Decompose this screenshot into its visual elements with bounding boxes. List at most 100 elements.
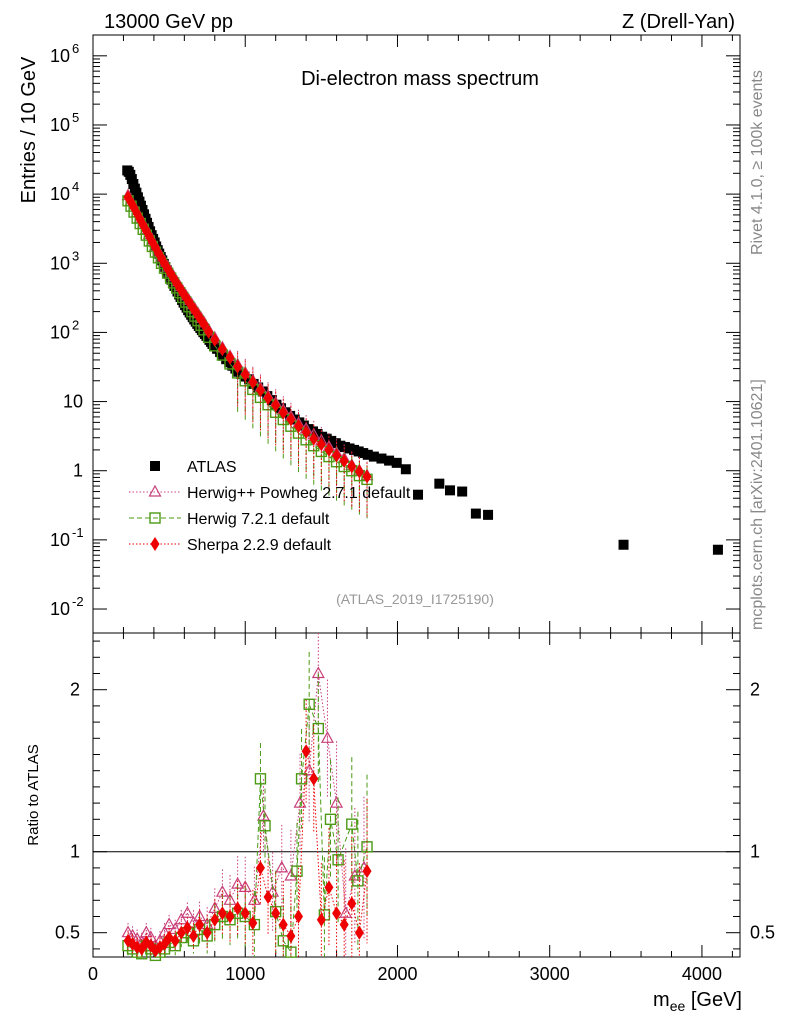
data-point-sherpa xyxy=(301,425,311,440)
data-point-sherpa xyxy=(240,367,250,382)
legend-marker-herwigpp xyxy=(148,484,162,497)
ratio-plot-frame xyxy=(92,632,741,958)
data-point-atlas xyxy=(618,539,629,550)
ratio-point-sherpa xyxy=(347,896,357,911)
series-line-herwigpp xyxy=(127,195,368,477)
ratio-point-herwigpp xyxy=(284,868,298,881)
data-point-sherpa xyxy=(324,442,334,457)
main-plot-title: Di-electron mass spectrum xyxy=(301,68,539,90)
data-point-atlas xyxy=(376,453,387,464)
ratio-point-sherpa xyxy=(255,860,265,875)
ratio-point-sherpa xyxy=(278,917,288,932)
data-point-atlas xyxy=(483,509,494,520)
y-tick-exponent: 2 xyxy=(72,317,79,332)
ratio-point-herwigpp xyxy=(302,763,316,776)
data-point-atlas xyxy=(368,451,379,462)
y-tick-label: 10 xyxy=(63,392,83,412)
ratio-point-sherpa xyxy=(324,880,334,895)
data-point-sherpa xyxy=(294,419,304,434)
ratio-line-herwigpp xyxy=(127,673,365,947)
data-point-atlas xyxy=(384,455,395,466)
y-tick-exponent: -2 xyxy=(72,594,84,609)
x-tick-label: 3000 xyxy=(530,964,570,984)
ratio-point-herwigpp xyxy=(174,912,188,925)
ratio-point-herwig7 xyxy=(277,935,289,947)
ratio-point-sherpa xyxy=(301,744,311,759)
data-point-sherpa xyxy=(286,412,296,427)
y-tick-label: 10 xyxy=(50,253,70,273)
y-tick-label: 10 xyxy=(50,184,70,204)
x-tick-label: 4000 xyxy=(682,964,722,984)
ratio-point-herwig7 xyxy=(295,773,308,785)
data-point-atlas xyxy=(434,478,445,489)
mcplots-label: mcplots.cern.ch [arXiv:2401.10621] xyxy=(749,379,766,630)
ratio-point-sherpa xyxy=(339,917,349,932)
ratio-point-herwigpp xyxy=(320,731,334,743)
ratio-point-herwigpp xyxy=(247,893,261,905)
ratio-y-tick-label: 0.5 xyxy=(55,923,80,943)
ratio-point-sherpa xyxy=(240,906,250,921)
legend-marker-herwig7 xyxy=(149,512,161,524)
legend-label-atlas: ATLAS xyxy=(187,459,237,476)
ratio-point-sherpa xyxy=(316,912,326,927)
ratio-point-sherpa xyxy=(225,909,235,924)
data-point-sherpa xyxy=(354,464,364,479)
ratio-point-herwigpp xyxy=(208,901,222,914)
y-tick-exponent: 4 xyxy=(72,179,79,194)
ratio-y-tick-label: 2 xyxy=(70,680,80,700)
y-tick-label: 10 xyxy=(50,530,70,550)
ratio-point-sherpa xyxy=(271,906,281,921)
x-tick-label: 0 xyxy=(88,964,98,984)
ratio-y-tick-label-right: 2 xyxy=(750,680,760,700)
x-tick-label: 2000 xyxy=(377,964,417,984)
ratio-point-sherpa xyxy=(248,915,258,930)
data-point-sherpa xyxy=(210,332,220,347)
ratio-point-sherpa xyxy=(294,909,304,924)
ratio-point-sherpa xyxy=(176,925,186,940)
data-point-sherpa xyxy=(339,454,349,469)
main-y-axis-label: Entries / 10 GeV xyxy=(18,56,40,203)
legend-label-herwigpp: Herwig++ Powheg 2.7.1 default xyxy=(187,485,411,502)
ratio-point-herwigpp xyxy=(256,808,271,821)
ratio-point-herwigpp xyxy=(275,860,289,873)
ratio-point-sherpa xyxy=(233,901,243,916)
x-axis-label: mee [GeV] xyxy=(653,989,742,1014)
ratio-point-herwigpp xyxy=(293,795,307,808)
data-point-sherpa xyxy=(204,324,214,339)
data-point-sherpa xyxy=(271,398,281,413)
y-tick-exponent: 6 xyxy=(72,41,79,56)
data-point-sherpa xyxy=(347,459,357,474)
legend-marker-sherpa xyxy=(150,537,160,551)
data-point-sherpa xyxy=(199,317,209,332)
ratio-point-herwigpp xyxy=(158,925,172,938)
data-point-sherpa xyxy=(255,383,265,398)
ratio-point-sherpa xyxy=(188,928,198,943)
data-point-atlas xyxy=(712,544,723,555)
ratio-point-herwig7 xyxy=(352,875,364,887)
y-tick-label: 1 xyxy=(73,461,83,481)
ratio-point-sherpa xyxy=(362,864,372,879)
ratio-point-herwig7 xyxy=(254,773,267,785)
data-point-atlas xyxy=(400,464,411,475)
data-point-sherpa xyxy=(332,448,342,463)
ratio-y-tick-label-right: 0.5 xyxy=(750,923,775,943)
ratio-point-herwig7 xyxy=(324,813,337,825)
y-tick-label: 10 xyxy=(50,46,70,66)
ratio-point-herwig7 xyxy=(303,698,315,710)
data-point-sherpa xyxy=(225,350,235,365)
ratio-point-herwig7 xyxy=(346,818,358,830)
ratio-point-sherpa xyxy=(309,771,319,786)
ratio-point-sherpa xyxy=(354,925,364,940)
ratio-point-sherpa xyxy=(170,933,180,948)
ratio-point-sherpa xyxy=(195,917,205,932)
ratio-point-sherpa xyxy=(202,925,212,940)
ratio-y-axis-label: Ratio to ATLAS xyxy=(25,744,42,845)
data-point-sherpa xyxy=(248,375,258,390)
ratio-point-sherpa xyxy=(217,906,227,921)
legend-label-sherpa: Sherpa 2.2.9 default xyxy=(187,537,332,554)
ratio-point-sherpa xyxy=(182,920,192,935)
data-point-sherpa xyxy=(217,342,227,357)
x-tick-label: 1000 xyxy=(225,964,265,984)
ratio-y-tick-label: 1 xyxy=(70,842,80,862)
y-tick-label: 10 xyxy=(50,599,70,619)
